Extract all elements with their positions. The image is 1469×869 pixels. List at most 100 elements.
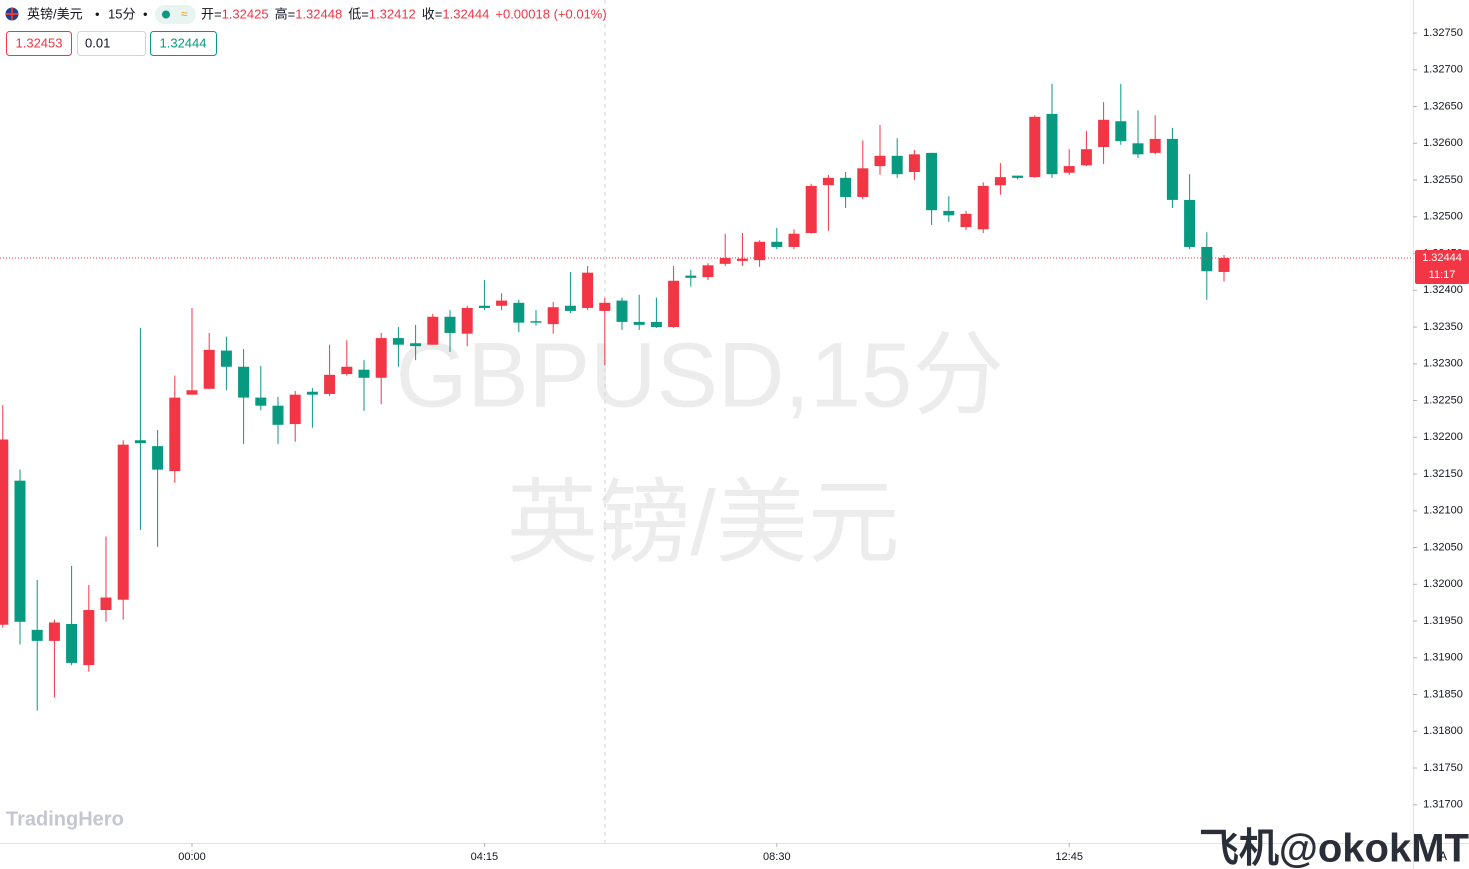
separator: • [143, 6, 148, 21]
watermark-name: 英镑/美元 [506, 472, 900, 574]
y-tick-label: 1.31700 [1423, 799, 1463, 811]
y-tick-label: 1.32700 [1423, 64, 1463, 76]
x-tick-label: 04:15 [471, 851, 499, 863]
candle-body [1184, 199, 1196, 247]
candle-body [410, 343, 422, 347]
x-tick-label: 08:30 [763, 851, 791, 863]
lot-size: 0.01 [85, 35, 110, 50]
symbol: 英镑/美元 [27, 6, 83, 21]
candle-body [31, 629, 43, 641]
last-price-box [1415, 249, 1469, 284]
ohlc-legend: 开= 1.32425 高= 1.32448 低= 1.32412 收= 1.32444 +0.0… [201, 6, 607, 21]
candle-body [427, 316, 439, 345]
candle-body [1149, 138, 1161, 153]
y-tick-label: 1.32650 [1423, 100, 1463, 112]
y-tick-label: 1.32100 [1423, 505, 1463, 517]
buy-price: 1.32444 [160, 35, 207, 50]
candle-body [1029, 116, 1041, 178]
candle-body [83, 610, 95, 666]
lot-input[interactable] [77, 31, 146, 56]
candle-body [857, 168, 869, 197]
candle-body [908, 154, 920, 172]
candle-body [822, 177, 834, 186]
status-icon: ≈ [181, 7, 188, 21]
y-tick-label: 1.32150 [1423, 468, 1463, 480]
candle-body [1012, 175, 1024, 178]
candle-body [66, 623, 78, 663]
watermark-symbol: GBPUSD,15分 [396, 324, 1004, 426]
sell-button[interactable] [6, 31, 72, 56]
candle-body [117, 444, 129, 600]
ohlc-label: 低= [348, 6, 369, 21]
candle-body [994, 177, 1006, 186]
candle-body [1115, 121, 1127, 142]
candle-body [1132, 143, 1144, 155]
candle-body [582, 272, 594, 308]
y-tick-label: 1.32500 [1423, 211, 1463, 223]
header: 英镑/美元 • 15分 • ≈ 开= 1.32425 高= 1.32448 低= 1.32… [5, 5, 607, 56]
scale-mode[interactable]: A [1439, 849, 1447, 863]
candle-body [478, 305, 490, 308]
last-price-label: 1.32444 [1422, 252, 1462, 264]
y-tick-label: 1.32250 [1423, 394, 1463, 406]
candle-body [926, 152, 938, 211]
candle-body [1166, 138, 1178, 200]
candle-body [874, 155, 886, 167]
candle-body [0, 439, 9, 625]
interval: 15分 [108, 6, 135, 21]
candle-body [771, 241, 783, 247]
y-tick-label: 1.32550 [1423, 174, 1463, 186]
candle-body [547, 307, 559, 325]
ohlc-label: 收= [422, 6, 443, 21]
candle-body [719, 257, 731, 264]
ohlc-value: 1.32412 [369, 6, 416, 21]
candle-body [341, 366, 353, 375]
sell-price: 1.32453 [16, 35, 63, 50]
flag-cross [6, 8, 18, 20]
separator: • [95, 6, 100, 21]
candle-body [943, 210, 955, 216]
y-tick-label: 1.32000 [1423, 578, 1463, 590]
x-tick-label: 00:00 [178, 851, 206, 863]
candle-body [306, 391, 318, 395]
candle-body [616, 300, 628, 322]
y-tick-label: 1.32050 [1423, 541, 1463, 553]
candle-body [668, 280, 680, 328]
candle-body [375, 338, 387, 378]
y-tick-label: 1.31850 [1423, 688, 1463, 700]
candle-body [152, 446, 164, 470]
x-tick-label: 12:45 [1055, 851, 1083, 863]
candle-body [1046, 113, 1058, 175]
logo: TradingHero [6, 808, 124, 830]
candle-body [840, 177, 852, 197]
ohlc-value: 1.32448 [295, 6, 342, 21]
y-tick-label: 1.32750 [1423, 27, 1463, 39]
candle-body [289, 394, 301, 425]
plot-area [0, 83, 1230, 711]
candle-body [1063, 166, 1075, 173]
candle-body [444, 316, 456, 333]
candle-body [754, 241, 766, 261]
candle-body [599, 302, 611, 311]
candle-body [650, 321, 662, 328]
candle-body [392, 338, 404, 345]
candle-body [324, 374, 336, 394]
candle-body [169, 397, 181, 472]
candle-body [203, 349, 215, 389]
y-tick-label: 1.32200 [1423, 431, 1463, 443]
ohlc-value: 1.32444 [442, 6, 489, 21]
candle-body [1098, 119, 1110, 147]
candle-body [461, 307, 473, 334]
candle-body [1080, 149, 1092, 166]
credit-watermark: 飞机@okokMT [1199, 827, 1469, 869]
change: +0.00018 (+0.01%) [495, 6, 606, 21]
y-tick-label: 1.32350 [1423, 321, 1463, 333]
status-pill[interactable] [155, 5, 196, 24]
candle-body [530, 321, 542, 323]
y-tick-label: 1.32400 [1423, 284, 1463, 296]
buy-button[interactable] [150, 31, 217, 56]
y-tick-label: 1.31750 [1423, 762, 1463, 774]
candle-body [564, 305, 576, 311]
candle-body [736, 258, 748, 261]
candle-body [48, 622, 60, 641]
